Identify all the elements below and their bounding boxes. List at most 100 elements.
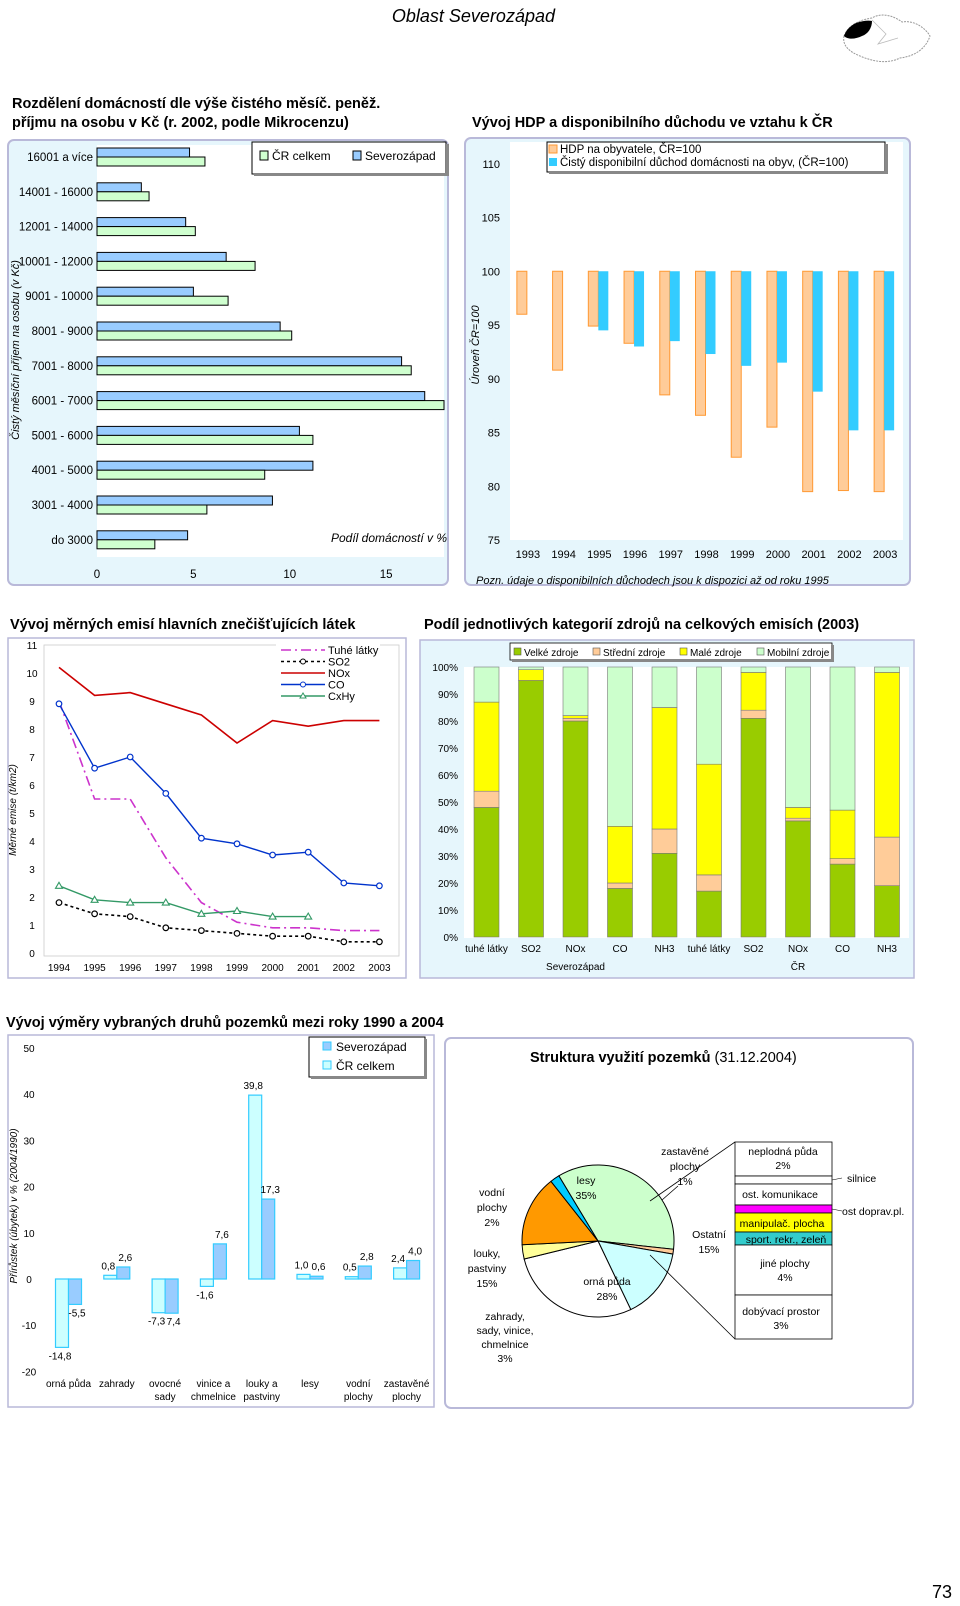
bar-cr-celkem xyxy=(96,156,206,167)
bar-segment-malé-zdroje xyxy=(651,707,678,830)
income-ylabel: Čistý měsíční příjem na osobu (v Kč) xyxy=(9,260,22,440)
point-marker xyxy=(197,834,205,842)
category-label: 14001 - 16000 xyxy=(19,187,93,199)
y-tick-label: 5 xyxy=(29,809,35,820)
x-tick-line: lesy xyxy=(301,1379,319,1390)
breakdown-dobyvaci xyxy=(734,1294,833,1340)
breakdown-ost-doprav xyxy=(734,1204,833,1214)
bar-severozapad xyxy=(406,1259,421,1280)
x-tick-line: plochy xyxy=(344,1392,373,1403)
legend-swatch xyxy=(592,647,601,656)
x-tick-label: 1999 xyxy=(730,549,754,561)
x-tick-label: 1996 xyxy=(623,549,647,561)
line-co xyxy=(58,703,380,887)
land-chart: -20 -10 0 10 20 30 40 50 -14,8 -5,5 0,82,6 -7,3 7,4… xyxy=(7,1034,435,1408)
legend-swatch-disp xyxy=(549,158,557,166)
y-tick-label: 50% xyxy=(438,798,458,809)
bar-segment-mobilní-zdroje xyxy=(607,666,633,827)
pie-slice xyxy=(558,1164,675,1250)
legend-swatch xyxy=(679,647,688,656)
page-number: 73 xyxy=(931,1582,952,1602)
category-label: do 3000 xyxy=(51,535,93,547)
bar-segment-malé-zdroje xyxy=(473,701,500,792)
point-marker xyxy=(232,906,242,915)
point-marker xyxy=(90,895,100,903)
y-tick-label: 90 xyxy=(488,374,500,386)
bar-segment-mobilní-zdroje xyxy=(473,666,500,703)
bar-segment-mobilní-zdroje xyxy=(829,666,856,811)
legend-label-sz: Severozápad xyxy=(336,1040,407,1054)
legend-label: NOx xyxy=(328,668,351,680)
y-tick-label: 20% xyxy=(438,879,458,890)
label-zahrady: zahrady, sady, vinice, chmelnice 3% xyxy=(477,1311,534,1365)
sources-chart: 0% 10% 20% 30% 40% 50% 60% 70% 80% 90% 100% tuhé l… xyxy=(419,639,915,979)
breakdown-manipulacni-label: manipulač. plocha xyxy=(740,1218,825,1230)
legend-label-cr: ČR celkem xyxy=(272,148,331,163)
x-tick-label: tuhé látky xyxy=(465,944,508,955)
legend-label: SO2 xyxy=(328,657,350,669)
x-tick-line: ovocné xyxy=(149,1379,182,1390)
land-ylabel: Přírůstek (úbytek) v % (2004/1990) xyxy=(8,1128,20,1283)
region-map-icon xyxy=(843,14,931,63)
point-marker xyxy=(54,881,64,889)
x-tick-label: 2000 xyxy=(766,549,790,561)
y-tick-label: 3 xyxy=(29,865,35,876)
bar-segment-velké-zdroje xyxy=(740,717,767,938)
point-marker xyxy=(269,932,277,940)
landuse-title: Struktura využití pozemků (31.12.2004) xyxy=(530,1050,797,1066)
leader-silnice xyxy=(831,1177,843,1181)
y-tick-label: 85 xyxy=(488,428,500,440)
category-label: 5001 - 6000 xyxy=(32,430,93,442)
point-marker xyxy=(162,924,170,932)
bar-severozapad xyxy=(67,1278,83,1306)
bar-segment-malé-zdroje xyxy=(740,672,767,711)
hdp-note: Pozn. údaje o disponibilních důchodech j… xyxy=(476,575,830,587)
legend-swatch xyxy=(513,647,522,656)
y-tick-label: 105 xyxy=(482,213,500,225)
data-label: 4,0 xyxy=(408,1247,422,1258)
x-tick-line: vodní xyxy=(346,1379,371,1390)
category-label: 10001 - 12000 xyxy=(19,256,93,268)
data-label: 17,3 xyxy=(260,1185,280,1196)
y-tick-label: 50 xyxy=(23,1044,35,1055)
legend-label: Střední zdroje xyxy=(603,648,666,659)
landuse-chart: Struktura využití pozemků (31.12.2004) v… xyxy=(444,1037,914,1409)
point-marker xyxy=(91,764,98,772)
side-label-ost-doprav: ost doprav.pl. xyxy=(842,1206,904,1218)
y-tick-label: 80 xyxy=(488,481,500,493)
data-label: 0,5 xyxy=(343,1263,357,1274)
y-tick-label: 100% xyxy=(432,663,458,674)
x-tick-label: 5 xyxy=(190,569,196,581)
bar-severozapad xyxy=(212,1243,227,1280)
bar-hdp xyxy=(516,270,528,315)
category-label: 12001 - 14000 xyxy=(19,222,93,234)
point-marker xyxy=(304,932,312,940)
income-legend: ČR celkem Severozápad xyxy=(251,141,449,176)
hdp-chart: 75 80 85 90 95 100 105 110 1993 1994 1995 1996 1997… xyxy=(464,137,911,587)
breakdown-jine-label: jiné plochy 4% xyxy=(759,1258,810,1284)
bar-cr-celkem xyxy=(96,504,208,515)
legend-label: Tuhé látky xyxy=(328,645,379,657)
emissions-chart: 0 1 2 3 4 5 6 7 8 9 10 11 1994 1995 1996 1997 1998 1999 2… xyxy=(7,637,407,979)
y-tick-label: 10% xyxy=(438,906,458,917)
x-tick-label: SO2 xyxy=(521,944,541,955)
bar-disp xyxy=(741,271,752,366)
y-tick-label: 100 xyxy=(482,266,500,278)
category-label: 4001 - 5000 xyxy=(32,465,93,477)
income-xlabel: Podíl domácností v % xyxy=(331,531,447,545)
line-cxhy xyxy=(58,885,309,918)
legend-shadow xyxy=(512,659,834,662)
x-tick-line: louky a xyxy=(246,1379,278,1390)
label-louky: louky, pastviny 15% xyxy=(468,1248,507,1290)
point-marker xyxy=(304,848,312,856)
x-tick-label: 2001 xyxy=(297,963,320,974)
bar-severozapad xyxy=(261,1198,276,1280)
breakdown-neplodna xyxy=(734,1141,833,1177)
point-marker xyxy=(269,851,277,859)
bar-segment-mobilní-zdroje xyxy=(696,666,722,765)
x-tick-label: NH3 xyxy=(654,944,674,955)
data-label: 39,8 xyxy=(243,1081,263,1092)
x-tick-label: zastavěné plochy xyxy=(384,1379,430,1403)
point-marker xyxy=(91,910,98,918)
y-tick-label: 20 xyxy=(23,1183,35,1194)
